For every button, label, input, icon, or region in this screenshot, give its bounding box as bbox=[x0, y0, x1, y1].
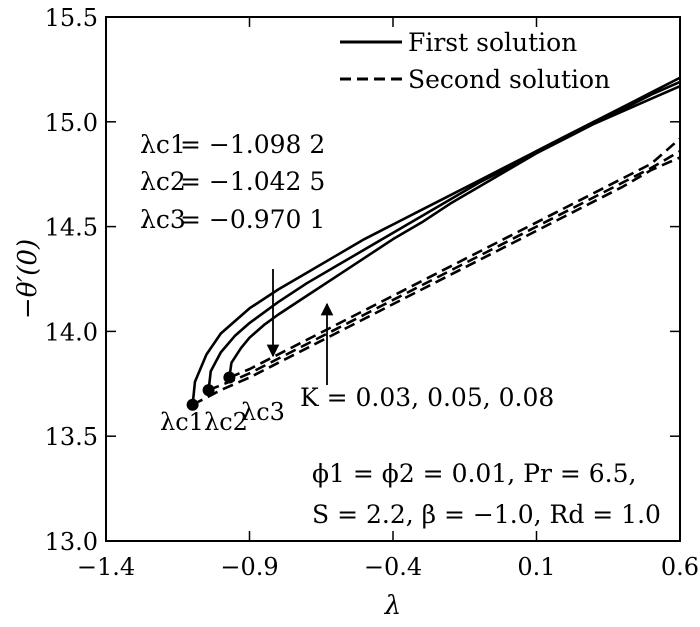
x-tick-label: 0.6 bbox=[661, 553, 699, 581]
x-tick-label: −1.4 bbox=[77, 553, 135, 581]
critical-point-label-1: λc1 bbox=[160, 408, 204, 436]
y-tick-label: 13.5 bbox=[45, 423, 98, 451]
critical-value-1: = −1.098 2 bbox=[180, 130, 325, 159]
legend-first-solution: First solution bbox=[408, 28, 577, 57]
second-solution-curve-1 bbox=[192, 156, 681, 406]
tick-labels-group: −1.4 −0.9 −0.4 0.1 0.6 13.0 13.5 14.0 14.5 15.0 15… bbox=[45, 4, 700, 581]
params-line-1: ϕ1 = ϕ2 = 0.01, Pr = 6.5, bbox=[312, 459, 636, 488]
critical-point-1 bbox=[186, 398, 199, 411]
legend-second-solution: Second solution bbox=[408, 65, 610, 94]
critical-value-2: = −1.042 5 bbox=[180, 167, 325, 196]
critical-value-name-2: λc2 bbox=[140, 167, 186, 196]
critical-points-group bbox=[186, 371, 236, 411]
first-solution-curve-2 bbox=[207, 80, 681, 391]
x-tick-label: −0.4 bbox=[364, 553, 422, 581]
second-solution-curve-2 bbox=[208, 150, 681, 392]
critical-value-3-number: −0.970 1 bbox=[209, 205, 325, 234]
y-tick-label: 15.0 bbox=[45, 109, 98, 137]
critical-value-3: = −0.970 1 bbox=[180, 205, 325, 234]
critical-value-name-3: λc3 bbox=[140, 205, 186, 234]
critical-value-name-1: λc1 bbox=[140, 130, 186, 159]
critical-point-label-2: λc2 bbox=[204, 408, 248, 436]
params-line-2: S = 2.2, β = −1.0, Rd = 1.0 bbox=[312, 500, 661, 529]
critical-point-label-3: λc3 bbox=[241, 398, 285, 426]
first-solution-curve-1 bbox=[191, 76, 681, 405]
x-tick-label: −0.9 bbox=[220, 553, 278, 581]
critical-point-3 bbox=[223, 371, 236, 384]
second-solution-curve-3 bbox=[228, 137, 681, 379]
x-axis-label: λ bbox=[384, 591, 401, 621]
y-tick-label: 14.0 bbox=[45, 318, 98, 346]
legend: First solution Second solution bbox=[340, 28, 610, 94]
x-tick-label: 0.1 bbox=[517, 553, 555, 581]
ticks-group bbox=[105, 16, 681, 542]
critical-point-2 bbox=[202, 384, 215, 397]
y-axis-label: −θ′(0) bbox=[13, 239, 43, 319]
curves-group bbox=[191, 76, 681, 406]
critical-value-1-number: −1.098 2 bbox=[209, 130, 325, 159]
y-tick-label: 15.5 bbox=[45, 4, 98, 32]
y-tick-label: 14.5 bbox=[45, 214, 98, 242]
y-tick-label: 13.0 bbox=[45, 528, 98, 556]
critical-values-block: λc1 = −1.098 2 λc2 = −1.042 5 λc3 = −0.9… bbox=[140, 130, 325, 234]
k-annotation: K = 0.03, 0.05, 0.08 bbox=[300, 383, 554, 412]
critical-value-2-number: −1.042 5 bbox=[209, 167, 325, 196]
first-solution-curve-3 bbox=[228, 84, 681, 378]
